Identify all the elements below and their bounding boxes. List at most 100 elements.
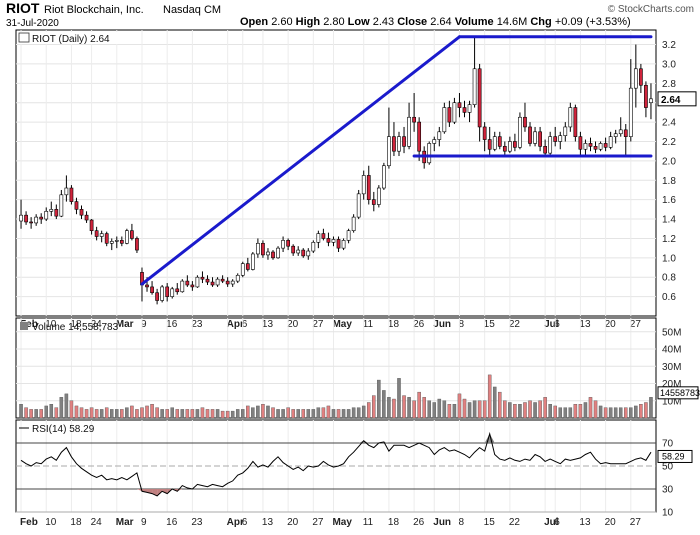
volume-bar <box>326 405 331 419</box>
bottom-x-tick-label: 9 <box>141 517 147 528</box>
volume-tick-label: 30M <box>662 362 681 373</box>
volume-bar <box>477 400 482 419</box>
candle-body <box>301 249 306 257</box>
candle <box>427 141 432 165</box>
volume-bar <box>382 390 386 419</box>
volume-bar <box>306 409 311 419</box>
volume-bar <box>558 407 563 419</box>
candle <box>39 213 44 224</box>
candle <box>89 219 94 235</box>
candle <box>316 230 321 249</box>
candle-legend-icon <box>18 32 30 43</box>
candle-body <box>356 193 361 218</box>
bottom-x-tick-label: Apr <box>227 517 244 528</box>
candle <box>382 162 386 190</box>
price-x-tick-label: 20 <box>605 319 617 330</box>
price-x-tick-label: 11 <box>363 319 374 330</box>
candle-body <box>628 87 633 137</box>
candle <box>492 131 497 152</box>
bottom-x-tick-label: 18 <box>388 517 400 528</box>
candle <box>175 283 180 295</box>
volume-gridlines <box>16 318 656 418</box>
ticker-symbol: RIOT <box>6 0 40 16</box>
candle <box>311 240 316 253</box>
candle-body <box>135 238 139 251</box>
candle <box>291 244 296 256</box>
volume-bar <box>170 407 174 419</box>
candle-body <box>528 126 532 144</box>
low-value: 2.43 <box>373 16 394 28</box>
bottom-x-tick-label: 20 <box>605 517 617 528</box>
volume-bar <box>145 405 149 419</box>
volume-bar <box>150 404 154 419</box>
candle <box>160 284 165 303</box>
price-x-tick-label: 26 <box>413 319 425 330</box>
price-tick-label: 0.8 <box>662 273 676 284</box>
bottom-x-tick-label: 27 <box>630 517 642 528</box>
candle <box>220 275 225 284</box>
candle-body <box>407 116 411 147</box>
rsi-overbought-fill <box>383 441 389 443</box>
volume-bar <box>24 407 28 419</box>
volume-bar <box>437 398 442 419</box>
candle-body <box>245 263 250 270</box>
candle-body <box>250 253 255 270</box>
candle <box>170 286 175 299</box>
candle-body <box>588 143 593 147</box>
bottom-x-tick-label: 27 <box>312 517 324 528</box>
volume-last-value: 14558783 <box>660 388 700 398</box>
chg-value: +0.09 (+3.53%) <box>555 16 631 28</box>
brand-watermark: © StockCharts.com <box>608 4 694 15</box>
volume-value: 14.6M <box>497 16 528 28</box>
rsi-panel-title: RSI(14) 58.29 <box>32 424 95 435</box>
volume-bar <box>286 407 290 419</box>
candle-body <box>412 116 416 123</box>
volume-bar <box>331 409 336 419</box>
volume-bar <box>44 405 48 419</box>
candle <box>79 205 84 220</box>
candle <box>361 170 366 200</box>
volume-label: Volume <box>455 16 494 28</box>
volume-bar <box>59 397 64 419</box>
candle <box>235 273 240 284</box>
candle <box>180 279 185 293</box>
candle <box>417 117 422 161</box>
candle-body <box>225 280 230 285</box>
volume-bar <box>220 410 225 419</box>
candle-body <box>618 129 623 135</box>
candle-body <box>321 233 326 239</box>
candle <box>593 141 598 154</box>
candle-body <box>583 143 588 150</box>
volume-bar <box>487 374 492 419</box>
candle <box>200 271 205 284</box>
candle-body <box>256 242 260 255</box>
candle <box>633 44 638 108</box>
candle-body <box>64 187 69 196</box>
candle-body <box>326 238 331 243</box>
candle <box>356 189 361 220</box>
candle-body <box>387 136 391 167</box>
candle <box>432 136 437 152</box>
volume-bar <box>518 404 522 419</box>
volume-bar <box>296 409 300 419</box>
candle <box>225 277 230 287</box>
price-x-tick-label: May <box>332 319 352 330</box>
volume-bar <box>205 409 210 419</box>
volume-bar <box>467 402 472 419</box>
candle-body <box>165 286 170 297</box>
candle-body <box>371 199 376 205</box>
candle <box>321 228 326 241</box>
candle-body <box>44 210 49 220</box>
candle-body <box>316 233 321 243</box>
volume-bar <box>115 409 119 419</box>
candle <box>331 236 336 247</box>
volume-bar <box>266 405 270 419</box>
candle <box>271 250 275 260</box>
price-x-tick-label: 6 <box>554 319 560 330</box>
candle-body <box>84 214 89 221</box>
volume-bar <box>613 407 618 419</box>
candle-body <box>220 278 225 282</box>
candle-body <box>477 68 482 128</box>
candle-body <box>467 104 472 113</box>
